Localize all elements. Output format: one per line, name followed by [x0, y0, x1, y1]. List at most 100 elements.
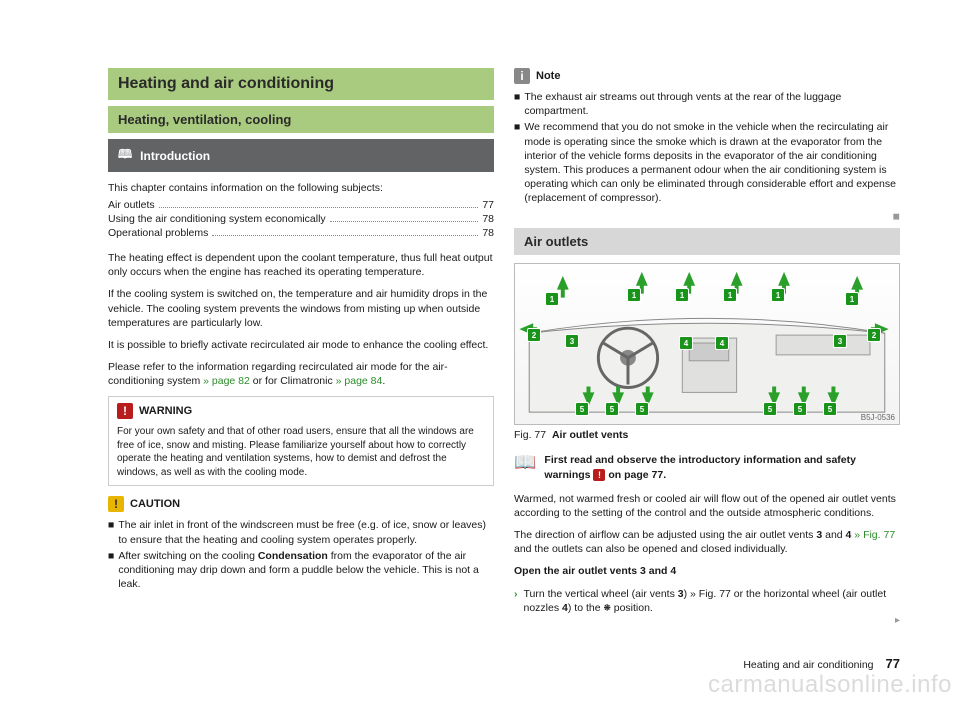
warning-box: ! WARNING For your own safety and that o… [108, 396, 494, 486]
figure-callout: 5 [635, 402, 649, 416]
toc-row: Operational problems 78 [108, 227, 494, 239]
text: First read and observe the introductory … [544, 454, 856, 480]
figure-callout: 2 [527, 328, 541, 342]
read-first-notice: 📖 First read and observe the introductor… [514, 453, 900, 481]
caution-heading: ! CAUTION [108, 496, 494, 512]
note-heading: i Note [514, 68, 900, 84]
figure-callout: 5 [823, 402, 837, 416]
section-header: Heating, ventilation, cooling [108, 106, 494, 133]
warning-label: WARNING [139, 404, 192, 419]
text: The direction of airflow can be adjusted… [514, 529, 816, 541]
continue-marker: ▸ [514, 615, 900, 626]
text: After switching on the cooling [118, 550, 258, 562]
text: on page 77. [605, 469, 666, 481]
toc-label: Operational problems [108, 227, 208, 239]
figure-reference: » Fig. 77 [851, 529, 895, 541]
toc: Air outlets 77 Using the air conditionin… [108, 199, 494, 241]
step-text: Turn the vertical wheel (air vents 3) » … [524, 587, 901, 615]
warning-heading: ! WARNING [117, 403, 485, 419]
toc-page: 77 [482, 199, 494, 211]
section-end-marker: ◼ [514, 211, 900, 222]
note-label: Note [536, 70, 560, 82]
page-reference: » page 84 [336, 375, 383, 387]
open-vents-heading: Open the air outlet vents 3 and 4 [514, 564, 900, 578]
book-open-icon: 📖 [514, 453, 536, 481]
figure-reference: » Fig. 77 [690, 588, 731, 600]
text: ) to the 🞽 position. [568, 602, 653, 614]
body-paragraph: If the cooling system is switched on, th… [108, 287, 494, 330]
book-icon: 🕮 [118, 145, 132, 166]
caution-bullet: ■The air inlet in front of the windscree… [108, 518, 494, 593]
figure-callout: 4 [715, 336, 729, 350]
toc-label: Using the air conditioning system econom… [108, 213, 326, 225]
figure-callout: 1 [545, 292, 559, 306]
toc-dots [212, 235, 478, 236]
footer-title: Heating and air conditioning [743, 659, 873, 671]
toc-intro: This chapter contains information on the… [108, 182, 494, 194]
footer-page-number: 77 [886, 656, 900, 671]
read-first-text: First read and observe the introductory … [544, 453, 900, 481]
intro-header: 🕮 Introduction [108, 139, 494, 172]
figure-number: Fig. 77 [514, 429, 546, 441]
bullet-text: After switching on the cooling Condensat… [118, 549, 494, 592]
figure-callout: 1 [845, 292, 859, 306]
text: and [822, 529, 845, 541]
bullet-marker: ■ [514, 120, 520, 205]
instruction-step: › Turn the vertical wheel (air vents 3) … [514, 587, 900, 615]
left-column: Heating and air conditioning Heating, ve… [108, 68, 494, 681]
body-paragraph: The heating effect is dependent upon the… [108, 251, 494, 279]
bullet-text: The air inlet in front of the windscreen… [118, 518, 494, 546]
intro-header-label: Introduction [140, 149, 210, 163]
figure-callout: 1 [627, 288, 641, 302]
danger-inline-icon: ! [593, 469, 605, 481]
toc-page: 78 [482, 227, 494, 239]
text: Turn the vertical wheel (air vents [524, 588, 678, 600]
body-paragraph: Warmed, not warmed fresh or cooled air w… [514, 492, 900, 520]
bullet-marker: ■ [108, 549, 114, 592]
air-outlets-header: Air outlets [514, 228, 900, 255]
toc-row: Using the air conditioning system econom… [108, 213, 494, 225]
toc-dots [159, 207, 479, 208]
figure-callout: 3 [565, 334, 579, 348]
caution-label: CAUTION [130, 498, 180, 510]
figure-air-outlets: B5J-0536 111111223344555555 [514, 263, 900, 425]
bold-text: Condensation [258, 550, 328, 562]
chapter-header: Heating and air conditioning [108, 68, 494, 100]
body-paragraph: It is possible to briefly activate recir… [108, 338, 494, 352]
figure-callout: 5 [763, 402, 777, 416]
figure-callout: 5 [605, 402, 619, 416]
text: and the outlets can also be opened and c… [514, 543, 788, 555]
toc-label: Air outlets [108, 199, 155, 211]
manual-page: Heating and air conditioning Heating, ve… [0, 0, 960, 701]
right-column: i Note ■The exhaust air streams out thro… [514, 68, 900, 681]
toc-row: Air outlets 77 [108, 199, 494, 211]
warning-text: For your own safety and that of other ro… [117, 425, 485, 479]
bullet-text: We recommend that you do not smoke in th… [524, 120, 900, 205]
figure-callout: 3 [833, 334, 847, 348]
figure-caption: Fig. 77 Air outlet vents [514, 429, 900, 441]
figure-callout: 2 [867, 328, 881, 342]
figure-callout: 1 [723, 288, 737, 302]
figure-callout: 5 [575, 402, 589, 416]
body-paragraph-ref: The direction of airflow can be adjusted… [514, 528, 900, 556]
watermark: carmanualsonline.info [708, 671, 952, 699]
bullet-marker: ■ [108, 518, 114, 546]
figure-callout: 5 [793, 402, 807, 416]
bullet-text: The exhaust air streams out through vent… [524, 90, 900, 118]
figure-callout: 4 [679, 336, 693, 350]
figure-title: Air outlet vents [552, 429, 628, 441]
toc-dots [330, 221, 479, 222]
bold-text: Open the air outlet vents 3 and 4 [514, 565, 676, 577]
figure-callout: 1 [771, 288, 785, 302]
bullet-marker: ■ [514, 90, 520, 118]
caution-icon: ! [108, 496, 124, 512]
figure-reference-code: B5J-0536 [861, 413, 895, 422]
text: . [382, 375, 385, 387]
body-paragraph-ref: Please refer to the information regardin… [108, 360, 494, 388]
info-icon: i [514, 68, 530, 84]
warning-icon: ! [117, 403, 133, 419]
chevron-icon: › [514, 587, 518, 615]
page-reference: » page 82 [203, 375, 250, 387]
page-footer: Heating and air conditioning 77 [743, 656, 900, 671]
note-body: ■The exhaust air streams out through ven… [514, 90, 900, 207]
